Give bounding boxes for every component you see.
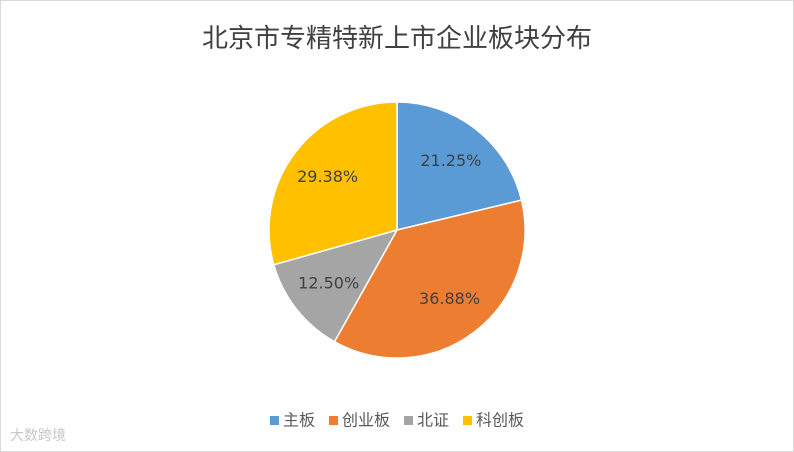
data-label: 12.50% <box>298 273 359 292</box>
legend-label: 科创板 <box>476 411 524 430</box>
legend-label: 主板 <box>283 411 315 430</box>
watermark: 大数跨境 <box>10 428 66 444</box>
legend-swatch <box>269 416 279 425</box>
chart-title: 北京市专精特新上市企业板块分布 <box>202 24 592 54</box>
data-label: 29.38% <box>297 167 358 186</box>
data-label: 21.25% <box>420 151 481 170</box>
legend-label: 创业板 <box>342 411 390 430</box>
pie-slice <box>333 199 526 359</box>
legend-swatch <box>404 416 413 425</box>
legend-swatch <box>328 416 338 425</box>
legend-label: 北证 <box>417 411 449 430</box>
pie-slice <box>272 228 399 343</box>
legend-swatch <box>463 416 473 425</box>
data-label: 36.88% <box>419 289 480 308</box>
pie-slice <box>396 101 523 231</box>
pie-slice <box>268 101 398 266</box>
